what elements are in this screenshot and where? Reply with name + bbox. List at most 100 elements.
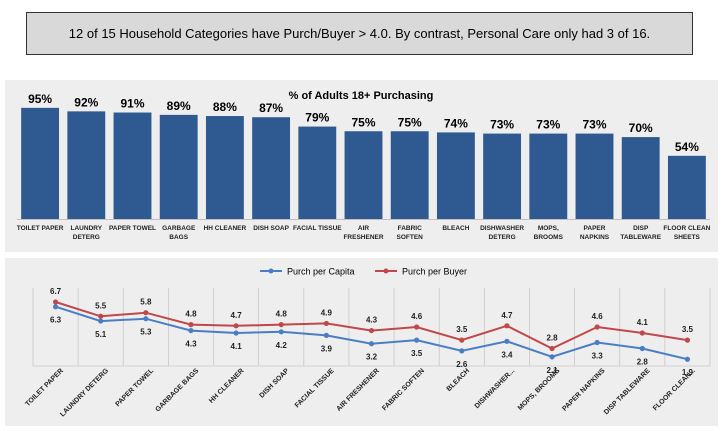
data-label: 3.2 [366, 353, 378, 362]
data-point [504, 323, 510, 329]
bar-category-label: GARBAGE [162, 225, 196, 232]
bar-category-label: TOILET PAPER [17, 225, 64, 232]
data-label: 4.1 [637, 318, 649, 327]
bar-category-label: PAPER TOWEL [109, 225, 156, 232]
data-point [639, 345, 645, 352]
legend-label: Purch per Buyer [402, 267, 467, 277]
data-label: 3.5 [456, 325, 468, 334]
bar [390, 131, 429, 219]
x-tick-label: PAPER NAPKINS [561, 367, 607, 413]
bar [205, 116, 244, 219]
data-point [459, 348, 465, 354]
data-point [143, 310, 149, 316]
bar [483, 133, 522, 219]
data-label: 2.1 [546, 366, 558, 375]
bar [667, 155, 706, 219]
bar-category-label: FLOOR CLEAN [663, 225, 710, 232]
data-point [278, 322, 284, 328]
bar-value-label: 73% [536, 118, 560, 132]
bar-value-label: 88% [213, 100, 237, 114]
data-label: 3.5 [682, 325, 694, 334]
x-tick-label: MOPS, BROOMS [517, 367, 562, 412]
x-tick-label: DISP TABLEWARE [603, 367, 652, 416]
x-tick-label: DISH SOAP [258, 367, 290, 399]
data-point [233, 330, 239, 336]
data-point [459, 337, 465, 343]
data-point [98, 313, 104, 319]
data-label: 4.8 [185, 310, 197, 319]
data-label: 3.4 [501, 350, 513, 359]
data-point [188, 327, 194, 334]
line-chart: Purch per Capita Purch per Buyer 6.3 5.1 5.3… [24, 267, 711, 418]
bar-value-label: 75% [398, 115, 422, 129]
line-chart-panel: Purch per Capita Purch per Buyer 6.3 5.1 5.3… [5, 258, 718, 426]
data-label: 4.7 [501, 311, 513, 320]
bar-value-label: 74% [444, 116, 468, 130]
bar-category-label: MOPS, [538, 225, 559, 232]
data-point [639, 330, 645, 336]
x-tick-label: TOILET PAPER [24, 367, 65, 408]
x-tick-label: HH CLEANER [208, 367, 245, 404]
bar-category-label: BLEACH [442, 225, 469, 232]
bar-category-label: FABRIC [398, 225, 423, 232]
data-label: 4.6 [411, 312, 423, 321]
bar-category-label: PAPER [584, 225, 606, 232]
bar-category-label: BAGS [169, 234, 188, 241]
bar-value-label: 91% [120, 97, 144, 111]
data-label: 3.5 [411, 349, 423, 358]
data-point [594, 324, 600, 330]
bar-category-label: NAPKINS [580, 234, 610, 241]
data-point [188, 322, 194, 328]
legend-marker [383, 268, 389, 274]
data-point [52, 304, 59, 310]
bar [159, 114, 198, 219]
bar [529, 133, 568, 219]
bar [344, 131, 383, 219]
headline-banner: 12 of 15 Household Categories have Purch… [26, 12, 693, 55]
bar [436, 132, 475, 219]
bar-value-label: 73% [490, 118, 514, 132]
bar-category-label: SHEETS [674, 234, 701, 241]
x-tick-label: BLEACH [446, 367, 472, 393]
data-point [98, 318, 104, 324]
bar [575, 133, 614, 219]
data-label: 5.1 [95, 330, 107, 339]
data-point [684, 337, 691, 343]
data-label: 1.9 [682, 368, 694, 377]
data-label: 6.7 [50, 287, 62, 296]
data-point [323, 332, 329, 338]
bar-value-label: 70% [629, 121, 653, 135]
bar-category-label: FRESHENER [343, 234, 383, 241]
data-label: 3.3 [592, 352, 604, 361]
x-tick-label: AIR FRESHENER [336, 367, 381, 412]
bar [252, 117, 291, 219]
data-point [549, 345, 555, 352]
x-tick-label: FABRIC SOFTEN [381, 367, 426, 412]
bar-value-label: 92% [74, 95, 98, 109]
data-label: 4.1 [231, 342, 243, 351]
data-label: 4.8 [276, 310, 288, 319]
data-point [278, 329, 284, 335]
bar-chart-title: % of Adults 18+ Purchasing [289, 90, 434, 102]
data-label: 4.3 [185, 340, 197, 349]
data-label: 2.8 [637, 357, 649, 366]
data-label: 5.5 [95, 301, 107, 310]
data-label: 4.3 [366, 316, 378, 325]
data-point [233, 323, 239, 329]
x-tick-label: PAPER TOWEL [114, 367, 155, 408]
data-point [368, 341, 375, 347]
bar-category-label: LAUNDRY [71, 225, 103, 232]
data-label: 5.8 [140, 298, 152, 307]
bar [621, 137, 660, 219]
x-tick-label: GARBAGE BAGS [154, 367, 200, 413]
data-point [143, 316, 149, 322]
data-label: 4.9 [321, 308, 333, 317]
data-label: 2.6 [456, 360, 468, 369]
bar-category-label: HH CLEANER [204, 225, 247, 232]
bar-category-label: DISHWASHER [480, 225, 524, 232]
bar [298, 126, 337, 219]
bar-category-label: FACIAL TISSUE [293, 225, 342, 232]
bar-value-label: 87% [259, 101, 283, 115]
legend-label: Purch per Capita [287, 267, 355, 277]
data-label: 6.3 [50, 316, 62, 325]
